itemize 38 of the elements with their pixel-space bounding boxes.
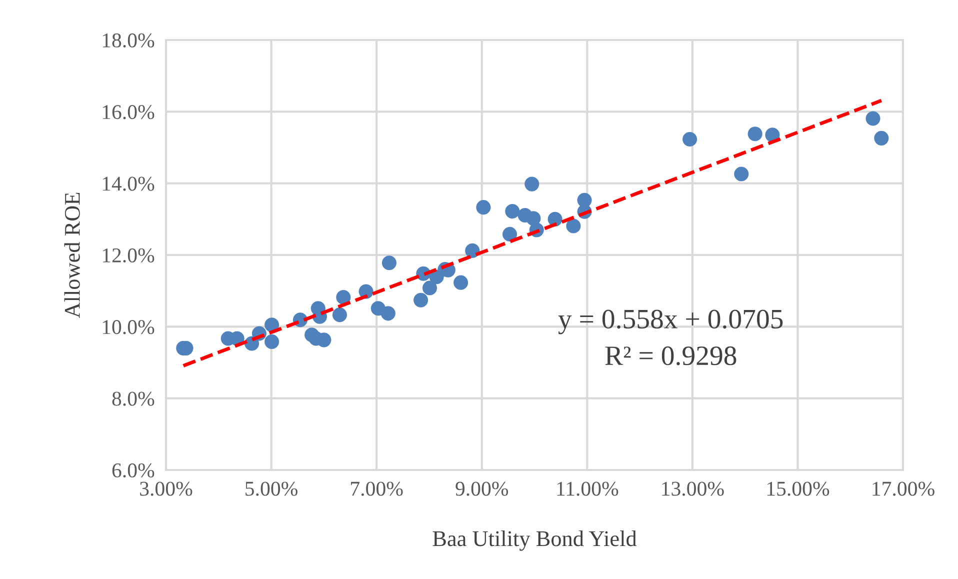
- x-tick-label: 7.00%: [351, 482, 403, 496]
- point: [476, 200, 491, 215]
- point: [566, 218, 581, 234]
- x-tick-label: 13.00%: [662, 482, 724, 496]
- point: [316, 332, 332, 348]
- y-tick-label: 6.0%: [112, 463, 154, 478]
- y-tick-label: 12.0%: [102, 248, 154, 263]
- annotation: y = 0.558x + 0.0705: [558, 310, 783, 334]
- point: [502, 226, 518, 242]
- y-axis-title: Allowed ROE: [64, 192, 80, 318]
- point: [734, 166, 749, 182]
- point: [336, 290, 351, 305]
- y-tick-label: 14.0%: [102, 176, 154, 191]
- point: [682, 132, 698, 147]
- x-tick-label: 5.00%: [246, 482, 298, 496]
- x-tick-label: 9.00%: [456, 482, 508, 496]
- point: [866, 111, 880, 126]
- x-axis-title: Baa Utility Bond Yield: [432, 530, 637, 551]
- point: [414, 292, 428, 308]
- point: [524, 176, 540, 192]
- y-tick-label: 16.0%: [102, 105, 154, 120]
- x-tick-label: 17.00%: [872, 482, 934, 496]
- x-tick-label: 15.00%: [767, 482, 830, 496]
- point: [332, 308, 348, 322]
- point: [748, 126, 762, 142]
- x-tick-label: 3.00%: [140, 482, 192, 496]
- point: [422, 280, 438, 296]
- annotation: R² = 0.9298: [605, 346, 736, 366]
- point: [505, 204, 520, 219]
- point: [454, 275, 468, 290]
- x-tick-label: 11.00%: [557, 482, 618, 496]
- point: [874, 130, 889, 146]
- point: [380, 306, 396, 321]
- y-tick-label: 8.0%: [112, 392, 154, 406]
- y-tick-label: 18.0%: [102, 33, 154, 48]
- y-tick-label: 10.0%: [102, 320, 154, 334]
- point: [382, 256, 396, 270]
- point: [264, 334, 280, 349]
